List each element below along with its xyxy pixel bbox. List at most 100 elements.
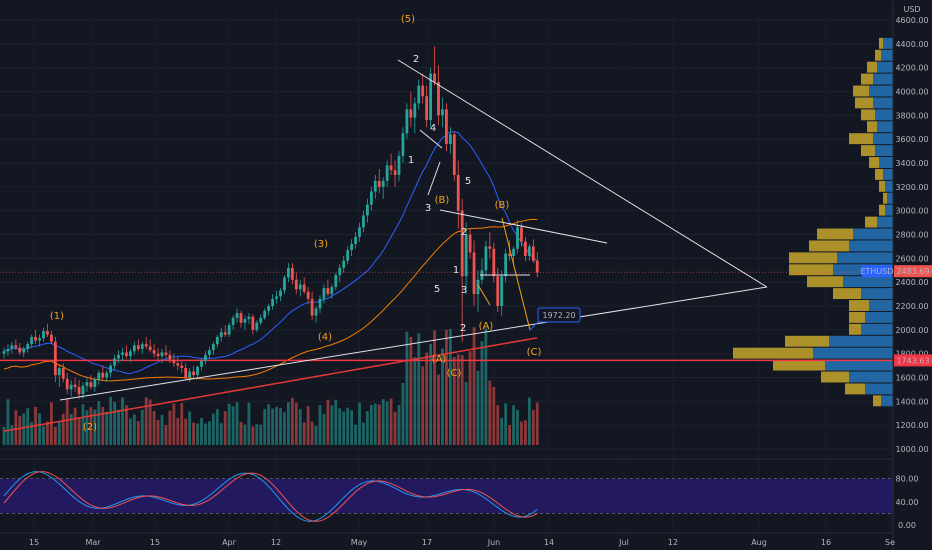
candle-body xyxy=(306,291,310,299)
volume-bar xyxy=(38,413,41,445)
candle-body xyxy=(105,372,109,378)
volume-bar xyxy=(512,405,515,445)
vp-bar-up xyxy=(885,204,893,216)
candle-body xyxy=(97,372,101,380)
candle-body xyxy=(496,276,500,306)
volume-bar xyxy=(326,399,330,445)
vp-bar-down xyxy=(861,145,875,157)
volume-bar xyxy=(520,421,523,445)
candle-body xyxy=(140,344,144,349)
volume-bar xyxy=(251,426,255,445)
volume-bar xyxy=(231,406,235,445)
price-tick-label: 1600.00 xyxy=(895,374,928,383)
vp-bar-up xyxy=(873,97,893,109)
ma-long-line xyxy=(3,337,538,432)
volume-bar xyxy=(322,414,326,445)
price-tick-label: 2000.00 xyxy=(895,326,928,335)
volume-bar xyxy=(441,348,444,445)
time-tick-label: 15 xyxy=(150,538,160,547)
candle-body xyxy=(251,316,255,330)
volume-bar xyxy=(294,402,298,445)
volume-bar xyxy=(101,406,105,445)
candle-body xyxy=(397,155,401,175)
triangle-upper-line xyxy=(397,59,768,288)
wave-label: (4) xyxy=(318,332,332,343)
vp-bar-down xyxy=(849,300,869,311)
stochastic-rsi-pane[interactable] xyxy=(0,458,893,522)
wave-label: 2 xyxy=(461,227,467,238)
volume-bar xyxy=(377,404,381,445)
volume-bar xyxy=(113,401,116,445)
candle-body xyxy=(168,354,172,360)
volume-bar xyxy=(484,328,488,445)
last-price-tag xyxy=(894,265,932,278)
stoch-tick-label: 80.00 xyxy=(896,475,919,484)
vp-bar-down xyxy=(785,335,829,347)
volume-bar xyxy=(243,424,247,445)
vp-bar-up xyxy=(869,85,893,97)
candle-body xyxy=(472,252,476,295)
vp-bar-down xyxy=(733,347,813,359)
vp-bar-up xyxy=(881,49,893,61)
vp-bar-down xyxy=(875,168,883,180)
candle-body xyxy=(61,367,65,379)
price-axis[interactable]: 1000.00 1200.00 1400.00 1600.00 1800.00 2000.… xyxy=(892,0,929,550)
volume-bar xyxy=(10,425,14,445)
candle-body xyxy=(81,385,85,395)
volume-bar xyxy=(176,417,180,445)
volume-bar xyxy=(129,418,132,445)
candle-body xyxy=(235,313,239,318)
vp-bar-down xyxy=(867,61,877,73)
price-tick-label: 1200.00 xyxy=(895,421,928,430)
volume-bar xyxy=(401,382,405,445)
candle-body xyxy=(239,313,243,323)
stoch-d-line xyxy=(3,471,538,522)
candle-body xyxy=(46,331,49,335)
price-tick-label: 2400.00 xyxy=(895,278,928,287)
candle-body xyxy=(6,348,10,352)
candle-body xyxy=(211,344,215,351)
candle-body xyxy=(136,345,140,349)
candle-body xyxy=(405,109,409,134)
candle-body xyxy=(255,322,259,330)
volume-bar xyxy=(397,404,401,445)
price-tick-label: 4000.00 xyxy=(895,88,928,97)
candle-body xyxy=(57,367,61,376)
volume-bar xyxy=(334,399,338,445)
volume-bar xyxy=(164,425,168,445)
vp-bar-up xyxy=(825,359,893,371)
vp-bar-down xyxy=(849,323,861,335)
symbol-tag xyxy=(862,265,892,278)
candle-body xyxy=(2,351,6,354)
volume-bar xyxy=(373,403,377,445)
candle-body xyxy=(34,336,37,341)
volume-bar xyxy=(109,397,113,445)
volume-bar xyxy=(30,422,34,445)
price-tick-label: 4600.00 xyxy=(895,16,928,25)
volume-bar xyxy=(516,409,519,445)
ma-fast-line xyxy=(3,131,538,375)
candle-body xyxy=(204,354,207,361)
time-axis[interactable]: 15 Mar 15 Apr 12 May 17 Jun 14 Jul 12 Aug 16 Se xyxy=(0,532,895,547)
candle-body xyxy=(381,180,385,187)
candle-body xyxy=(362,215,365,228)
candle-body xyxy=(294,279,298,290)
volume-bar xyxy=(168,410,172,445)
volume-bar xyxy=(358,402,361,445)
wave-label: 1 xyxy=(408,155,414,166)
price-tick-label: 2600.00 xyxy=(895,254,928,263)
vp-bar-down xyxy=(845,383,865,395)
candle-body xyxy=(298,284,302,290)
volume-bar xyxy=(476,370,480,445)
volume-bar xyxy=(464,381,468,445)
volume-bar xyxy=(448,328,452,445)
volume-bar xyxy=(22,413,26,445)
trendlines[interactable] xyxy=(59,59,768,401)
volume-bar xyxy=(148,399,152,445)
candle-body xyxy=(243,319,247,323)
time-tick-label: Jul xyxy=(618,538,629,547)
volume-bar xyxy=(42,426,45,445)
volume-bar xyxy=(287,402,290,445)
candle-body xyxy=(247,316,251,320)
